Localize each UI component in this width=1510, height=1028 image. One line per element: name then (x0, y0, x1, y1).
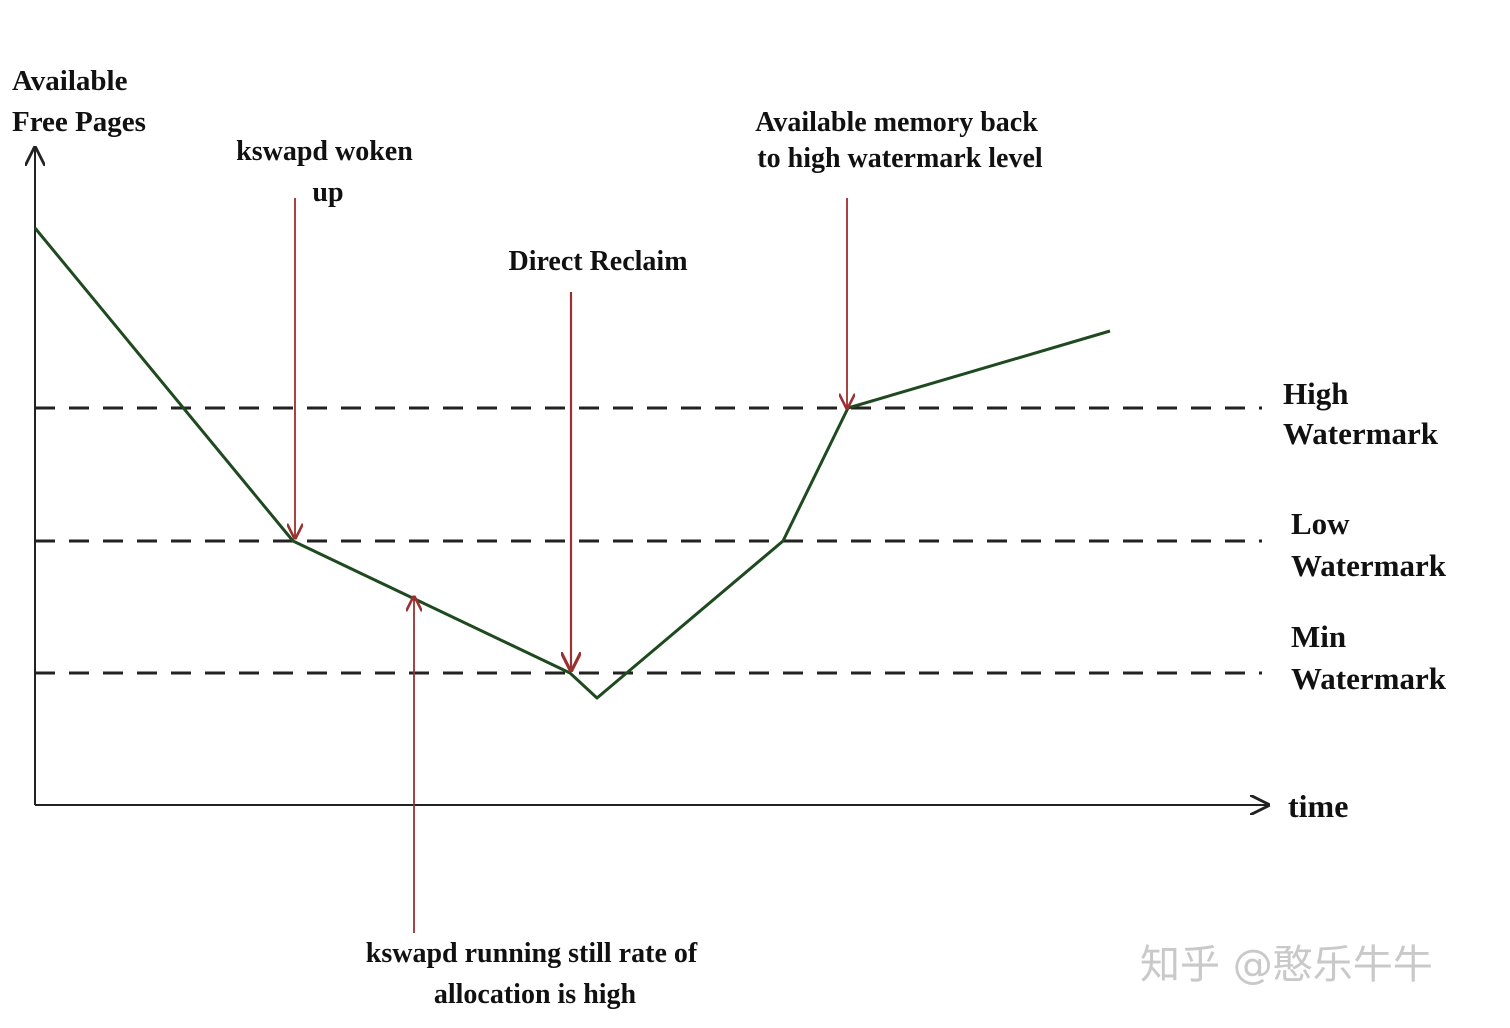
x-axis-title: time (1288, 788, 1348, 824)
kswapd-running-label: kswapd running still rate of allocation … (366, 938, 704, 1010)
kswapd-woken-label: kswapd woken up (236, 136, 420, 208)
free-pages-curve (33, 227, 1111, 700)
back-to-high-label: Available memory back to high watermark … (755, 107, 1045, 174)
direct-reclaim-label: Direct Reclaim (508, 246, 687, 277)
high-watermark-label: High Watermark (1283, 376, 1439, 451)
min-watermark-label: Min Watermark (1291, 619, 1447, 696)
y-axis-title: Available Free Pages (12, 65, 146, 138)
site-watermark: 知乎 @憨乐牛牛 (1140, 942, 1433, 988)
low-watermark-label: Low Watermark (1291, 506, 1447, 583)
